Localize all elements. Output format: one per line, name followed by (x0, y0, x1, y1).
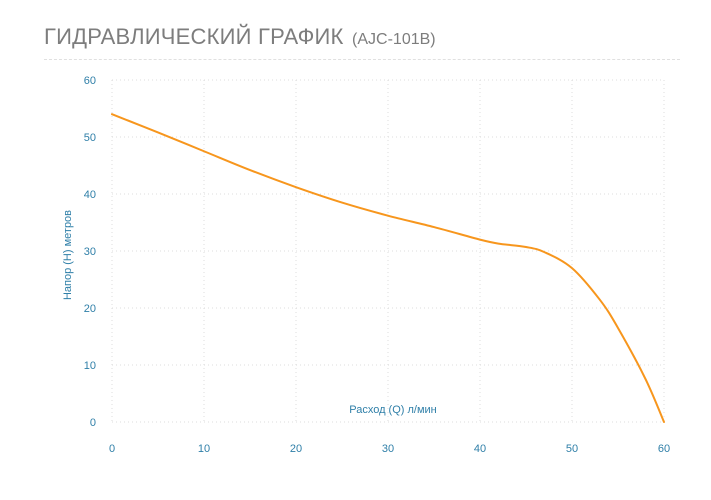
x-tick-labels: 0 10 20 30 40 50 60 (109, 443, 670, 455)
title-divider (44, 59, 680, 60)
x-tick-label: 60 (658, 443, 670, 455)
y-tick-label: 10 (84, 360, 96, 372)
y-tick-label: 50 (84, 132, 96, 144)
x-axis-title: Расход (Q) л/мин (349, 404, 437, 416)
chart-title-model: (AJC-101B) (352, 31, 436, 48)
x-tick-label: 30 (382, 443, 394, 455)
series-layer (111, 113, 665, 423)
x-tick-label: 10 (198, 443, 210, 455)
chart-title: ГИДРАВЛИЧЕСКИЙ ГРАФИК (AJC-101B) (44, 24, 436, 50)
y-tick-label: 40 (84, 189, 96, 201)
y-tick-labels: 0 10 20 30 40 50 60 (84, 75, 96, 429)
x-tick-label: 20 (290, 443, 302, 455)
grid-layer (111, 79, 665, 423)
y-axis-title: Напор (H) метров (62, 210, 74, 300)
y-tick-label: 0 (90, 417, 96, 429)
chart-title-main: ГИДРАВЛИЧЕСКИЙ ГРАФИК (44, 24, 344, 49)
x-tick-label: 0 (109, 443, 115, 455)
y-tick-label: 20 (84, 303, 96, 315)
x-tick-label: 40 (474, 443, 486, 455)
series-line (111, 113, 665, 423)
x-tick-label: 50 (566, 443, 578, 455)
y-tick-label: 60 (84, 75, 96, 87)
y-tick-label: 30 (84, 246, 96, 258)
